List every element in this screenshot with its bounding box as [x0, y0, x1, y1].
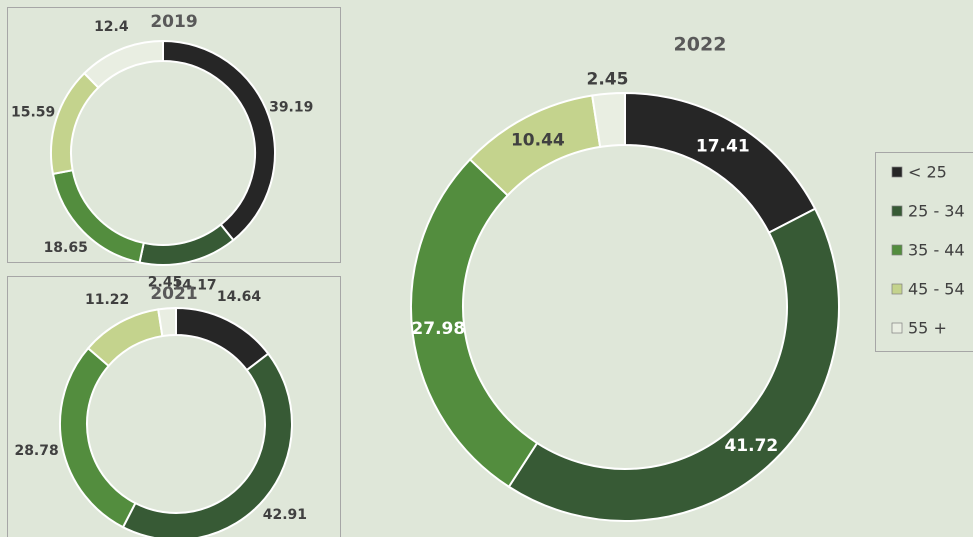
data-label: 2.45 — [148, 274, 183, 290]
legend-swatch — [892, 167, 902, 177]
legend-label: 35 - 44 — [908, 241, 965, 260]
data-label: 28.78 — [14, 443, 58, 459]
donut-segment — [88, 309, 162, 365]
data-label: 10.44 — [511, 130, 565, 150]
chart-title: 2019 — [150, 12, 197, 32]
donut-segment — [509, 209, 839, 521]
donut-segment — [140, 225, 234, 265]
legend-label: 55 + — [908, 319, 947, 338]
data-label: 39.19 — [269, 100, 313, 116]
legend-swatch — [892, 323, 902, 333]
data-label: 2.45 — [586, 70, 628, 90]
data-label: 18.65 — [44, 240, 88, 256]
data-label: 15.59 — [11, 105, 55, 121]
donut-segment — [60, 348, 135, 527]
legend-swatch — [892, 206, 902, 216]
data-label: 27.98 — [411, 319, 465, 339]
donut-segment — [176, 308, 268, 370]
legend-label: < 25 — [908, 163, 947, 182]
data-label: 41.72 — [724, 436, 778, 456]
chart-title: 2022 — [674, 34, 727, 56]
legend-label: 45 - 54 — [908, 280, 965, 299]
donut-segment — [163, 41, 275, 240]
data-label: 12.4 — [94, 19, 129, 35]
data-label: 17.41 — [696, 136, 750, 156]
donut-segment — [158, 308, 176, 336]
donut-segment — [51, 73, 98, 174]
donut-segment — [84, 41, 163, 88]
data-label: 42.91 — [263, 507, 307, 523]
legend-label: 25 - 34 — [908, 202, 965, 221]
donut-segment — [625, 93, 815, 233]
data-label: 14.64 — [217, 289, 262, 305]
dashboard: 201939.1914.1718.6515.5912.4202114.6442.… — [0, 0, 973, 537]
legend-swatch — [892, 284, 902, 294]
legend-swatch — [892, 245, 902, 255]
data-label: 11.22 — [85, 292, 129, 308]
